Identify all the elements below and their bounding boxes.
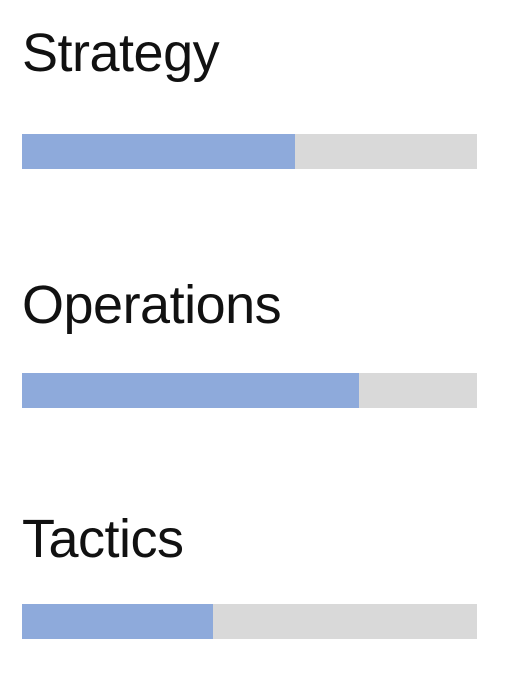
operations-bar-track (22, 373, 477, 408)
strategy-bar-track (22, 134, 477, 169)
tactics-label: Tactics (22, 509, 184, 569)
operations-label: Operations (22, 275, 282, 335)
metric-operations: Operations (22, 275, 477, 408)
strategy-label: Strategy (22, 23, 220, 83)
metric-strategy: Strategy (22, 23, 477, 169)
tactics-bar-track (22, 604, 477, 639)
strategy-bar-fill (22, 134, 295, 169)
operations-bar-fill (22, 373, 359, 408)
metric-tactics: Tactics (22, 509, 477, 639)
tactics-bar-fill (22, 604, 214, 639)
